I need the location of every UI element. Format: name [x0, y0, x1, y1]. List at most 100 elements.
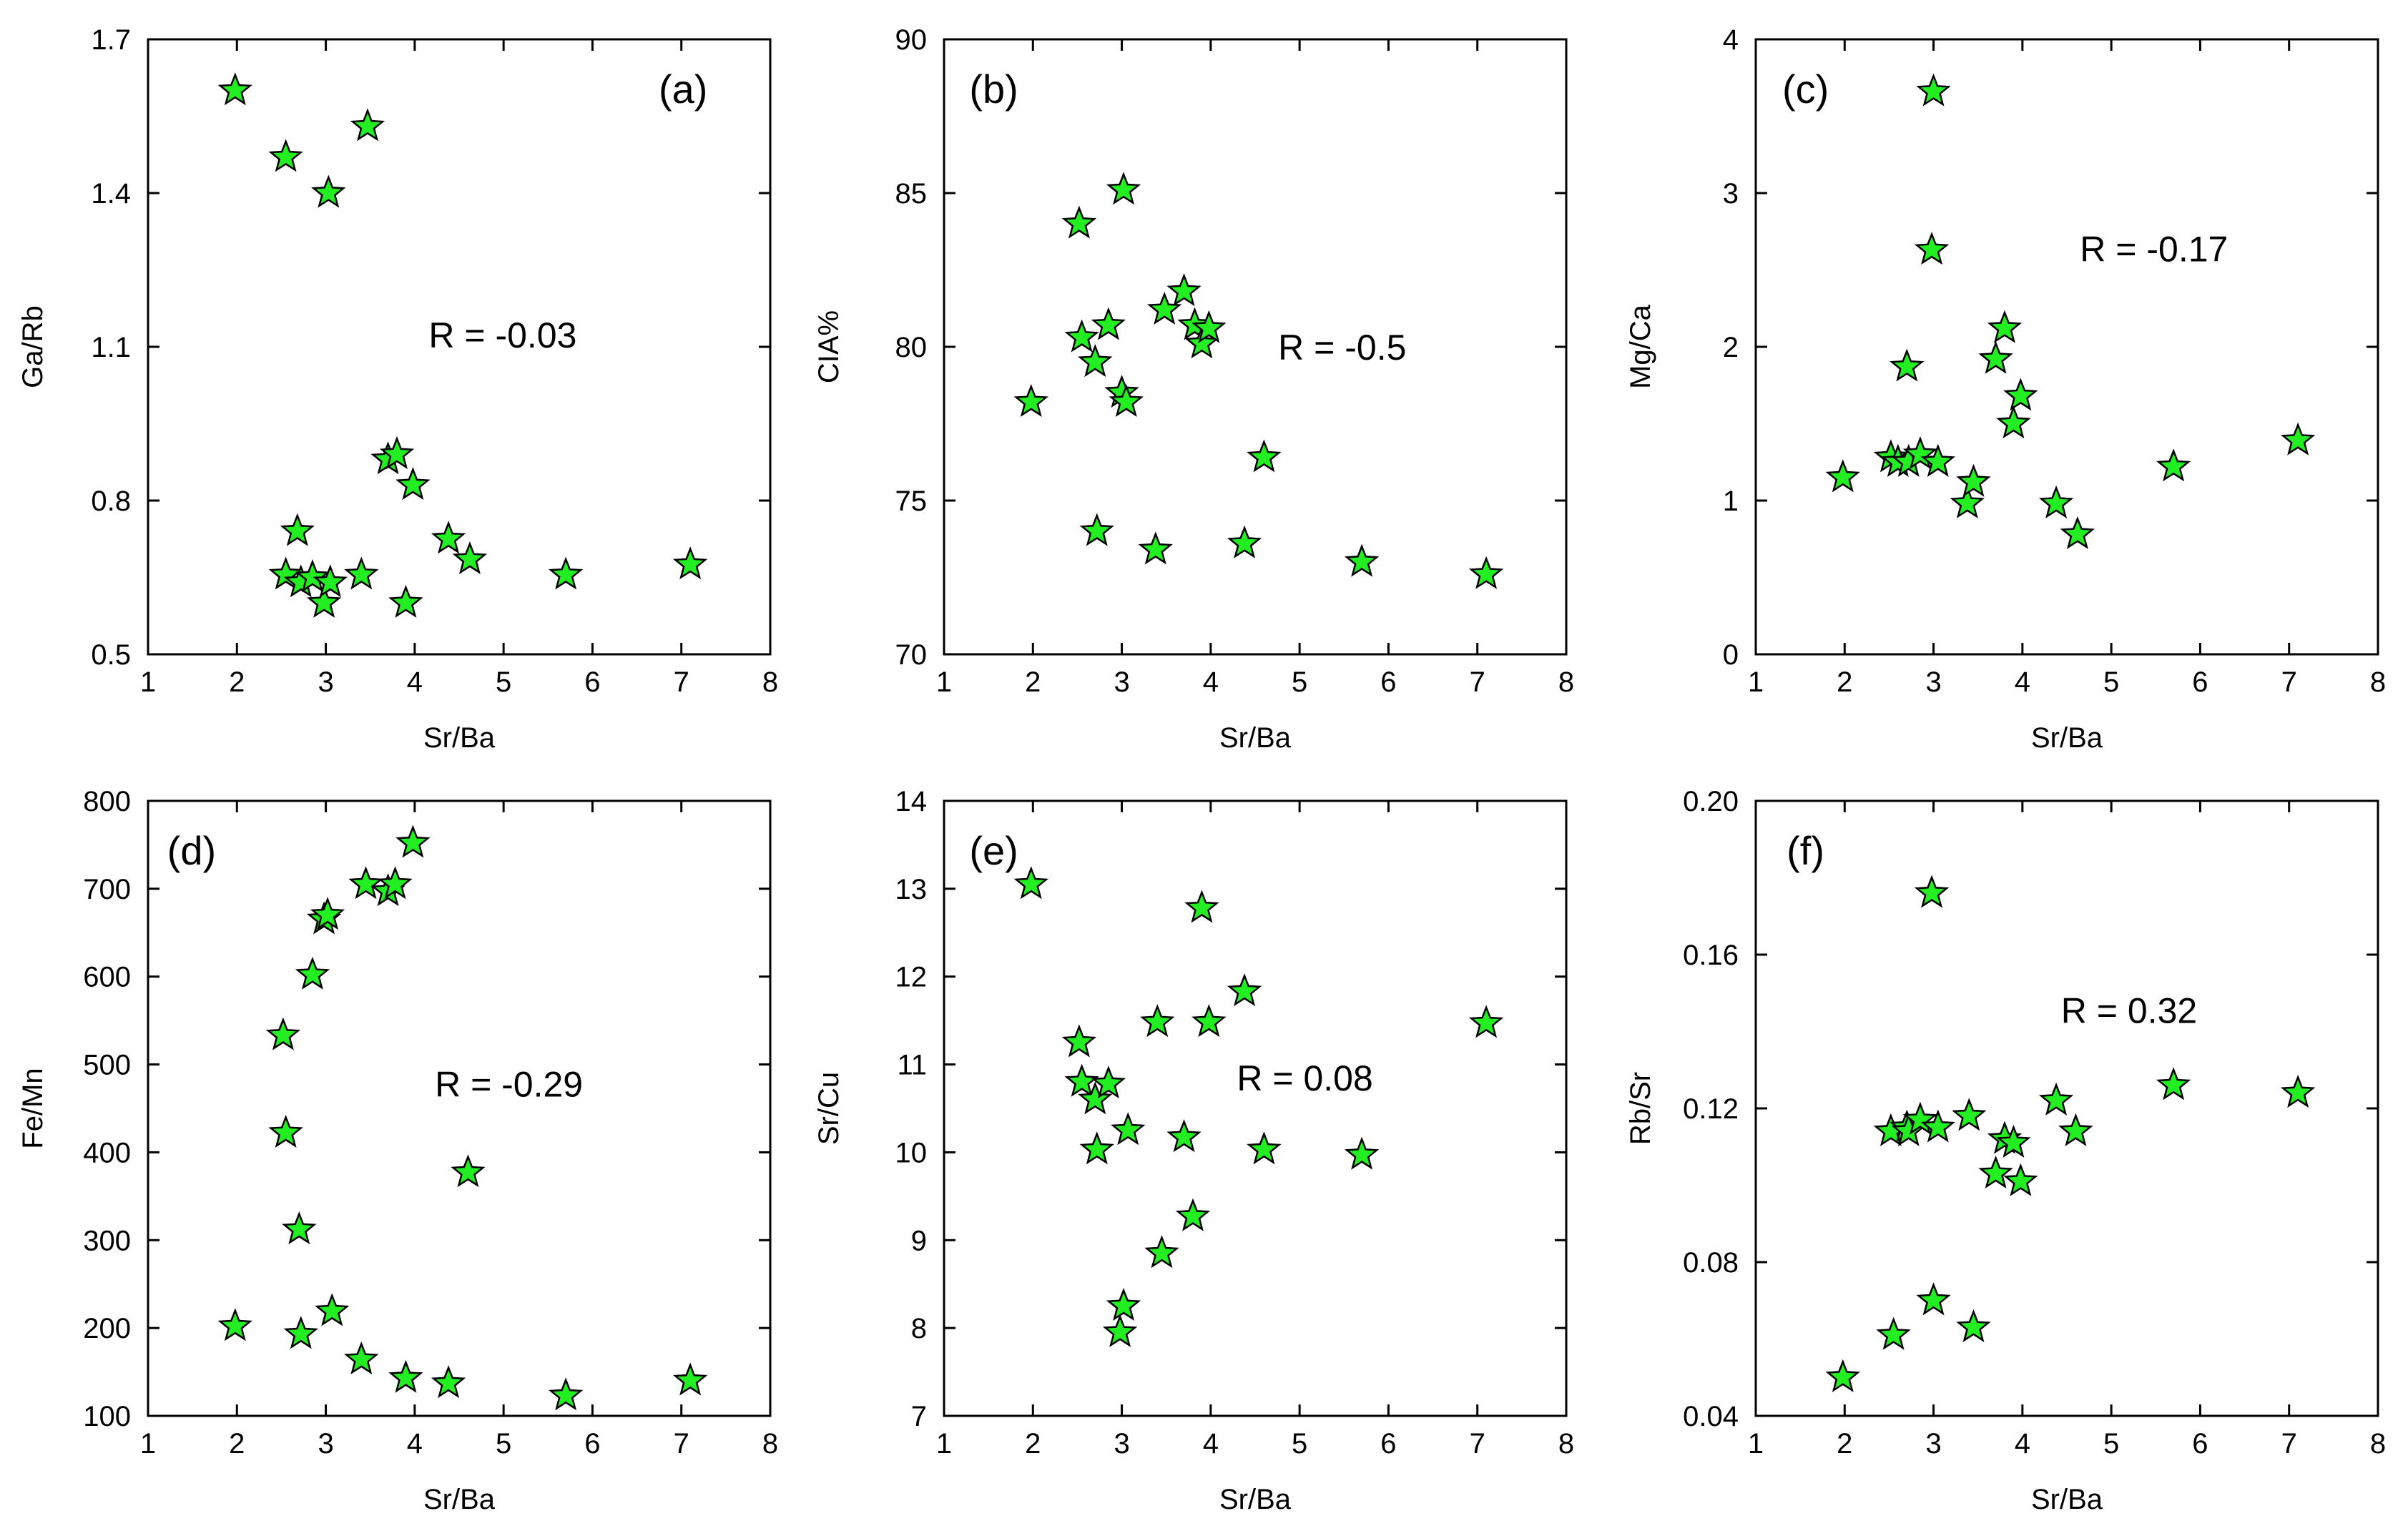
plot-frame-c: [1754, 38, 2379, 656]
data-point-star-icon: [2156, 448, 2191, 482]
y-tick-label-d: 700: [83, 874, 131, 905]
data-point-star-icon: [1952, 1098, 1987, 1131]
data-point-star-icon: [268, 556, 303, 590]
x-tick-label-c: 8: [2370, 666, 2386, 698]
y-tick-label-e: 7: [911, 1401, 927, 1432]
y-tick-label-e: 8: [911, 1313, 927, 1344]
data-point-star-icon: [265, 1017, 301, 1050]
x-tick-label-e: 2: [1025, 1428, 1041, 1459]
data-point-star-icon: [1978, 340, 2013, 374]
x-tick-label-d: 4: [407, 1428, 423, 1459]
x-tick-label-c: 3: [1925, 666, 1941, 698]
data-point-star-icon: [310, 897, 345, 930]
data-point-star-icon: [348, 866, 383, 900]
data-point-star-icon: [1166, 273, 1201, 307]
y-tick-label-b: 80: [895, 332, 928, 363]
x-tick-label-d: 1: [140, 1428, 156, 1459]
y-tick-label-a: 1.1: [91, 332, 131, 363]
data-point-star-icon: [1102, 1314, 1138, 1347]
panel-label-a: (a): [659, 67, 707, 112]
data-point-star-icon: [1920, 443, 1955, 477]
data-point-star-icon: [379, 436, 415, 470]
y-tick-label-d: 400: [83, 1137, 131, 1168]
data-point-star-icon: [1079, 1131, 1114, 1165]
data-point-star-icon: [1996, 405, 2031, 439]
data-point-star-icon: [1106, 1287, 1141, 1321]
data-point-star-icon: [268, 1114, 303, 1148]
data-point-star-icon: [1344, 543, 1380, 577]
data-point-star-icon: [2280, 422, 2316, 456]
x-tick-label-c: 1: [1748, 666, 1764, 698]
data-point-star-icon: [2038, 1082, 2074, 1116]
data-point-star-icon: [1956, 1309, 1991, 1342]
x-tick-label-b: 2: [1025, 666, 1041, 698]
data-point-star-icon: [315, 1293, 350, 1326]
data-point-star-icon: [2060, 516, 2095, 549]
data-point-star-icon: [1191, 1004, 1227, 1038]
data-point-star-icon: [1144, 1235, 1179, 1269]
y-tick-label-a: 0.8: [91, 486, 131, 517]
x-tick-label-c: 4: [2015, 666, 2030, 698]
panel-label-d: (d): [167, 828, 216, 873]
x-axis-label-a: Sr/Ba: [423, 722, 496, 754]
data-point-star-icon: [1987, 310, 2023, 343]
x-tick-label-d: 2: [229, 1428, 245, 1459]
x-tick-label-d: 7: [674, 1428, 689, 1459]
data-point-star-icon: [1916, 1282, 1951, 1316]
data-point-star-icon: [1175, 1198, 1211, 1231]
plot-frame-b: [943, 38, 1568, 656]
data-point-star-icon: [1106, 172, 1141, 205]
x-tick-label-e: 8: [1558, 1428, 1574, 1459]
data-point-star-icon: [452, 541, 488, 575]
y-tick-label-d: 300: [83, 1225, 131, 1256]
data-point-star-icon: [1825, 459, 1860, 493]
x-tick-label-f: 3: [1925, 1428, 1941, 1459]
y-tick-label-e: 10: [895, 1137, 928, 1168]
y-tick-label-e: 14: [895, 786, 928, 817]
data-point-star-icon: [344, 556, 379, 590]
y-axis-label-f: Rb/Sr: [1625, 1072, 1656, 1145]
data-point-star-icon: [1468, 556, 1504, 589]
x-tick-label-d: 3: [318, 1428, 333, 1459]
y-tick-label-e: 11: [897, 1050, 927, 1081]
y-tick-label-f: 0.04: [1683, 1401, 1739, 1432]
x-tick-label-f: 5: [2103, 1428, 2119, 1459]
data-point-star-icon: [431, 1365, 466, 1399]
x-tick-label-e: 5: [1292, 1428, 1307, 1459]
y-axis-label-b: CIA%: [813, 310, 845, 383]
data-point-star-icon: [1061, 205, 1097, 239]
x-tick-label-d: 8: [762, 1428, 778, 1459]
data-point-star-icon: [2280, 1075, 2316, 1108]
x-tick-label-a: 8: [762, 666, 778, 698]
x-tick-label-c: 6: [2192, 666, 2208, 698]
x-tick-label-b: 4: [1203, 666, 1219, 698]
x-tick-label-b: 1: [936, 666, 952, 698]
data-point-star-icon: [311, 174, 346, 208]
data-point-star-icon: [1013, 383, 1048, 417]
plot-frame-f: [1754, 799, 2379, 1417]
x-tick-label-f: 6: [2192, 1428, 2208, 1459]
x-tick-label-c: 7: [2281, 666, 2297, 698]
data-point-star-icon: [268, 139, 303, 172]
y-tick-label-a: 1.4: [91, 178, 131, 210]
x-tick-label-d: 6: [584, 1428, 600, 1459]
panel-d: 1 2 3 4 5 6 7 8 100 200 300 400 500 600 700 800 Sr/Ba Fe/…: [17, 786, 778, 1515]
x-tick-label-b: 6: [1380, 666, 1396, 698]
y-tick-label-d: 600: [83, 962, 131, 993]
data-point-star-icon: [295, 559, 330, 593]
x-tick-label-f: 1: [1748, 1428, 1764, 1459]
data-point-star-icon: [1138, 531, 1173, 565]
data-point-star-icon: [672, 546, 708, 580]
correlation-annotation-b: R = -0.5: [1278, 328, 1406, 368]
data-point-star-icon: [1184, 890, 1219, 923]
data-point-star-icon: [1111, 1112, 1146, 1146]
x-tick-label-a: 2: [229, 666, 245, 698]
y-tick-label-c: 0: [1723, 639, 1739, 671]
data-point-star-icon: [1013, 866, 1048, 900]
x-tick-label-a: 3: [318, 666, 333, 698]
y-tick-label-e: 13: [895, 874, 928, 905]
data-point-star-icon: [1061, 1024, 1097, 1058]
x-tick-label-d: 5: [496, 1428, 511, 1459]
